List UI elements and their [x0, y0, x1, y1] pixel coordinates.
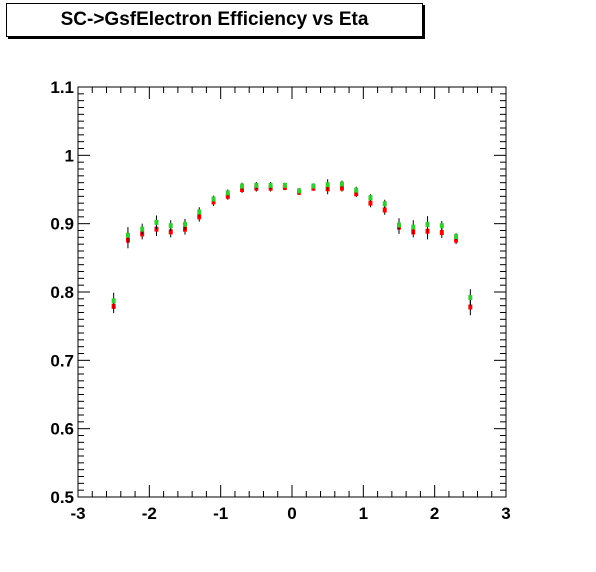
- x-tick-label: 3: [501, 504, 510, 523]
- data-point: [183, 221, 187, 227]
- y-tick-label: 1: [65, 146, 74, 165]
- data-marks: [111, 179, 473, 316]
- data-point: [439, 230, 444, 236]
- y-tick-label: 0.5: [50, 488, 74, 507]
- data-point: [240, 183, 245, 189]
- data-point: [311, 183, 316, 189]
- series-2: [111, 179, 473, 310]
- y-tick-label: 0.6: [50, 420, 74, 439]
- y-tick-label: 0.9: [50, 215, 74, 234]
- data-point: [297, 188, 302, 194]
- axis-tick-labels: -3 -2 -1 0 1 2 3 0.5 0.6 0.7 0.8 0.9 1 1.1: [50, 78, 510, 523]
- data-point: [125, 232, 130, 238]
- data-point: [425, 221, 430, 227]
- data-point: [254, 182, 259, 188]
- data-point: [439, 223, 444, 229]
- x-tick-label: -2: [142, 504, 157, 523]
- data-point: [468, 294, 473, 300]
- data-point: [454, 234, 459, 240]
- data-point: [382, 201, 387, 207]
- data-point: [197, 209, 202, 215]
- data-point: [282, 182, 287, 188]
- axis-ticks: [77, 86, 507, 498]
- x-tick-label: -3: [70, 504, 85, 523]
- data-point: [154, 219, 159, 225]
- data-point: [111, 298, 116, 304]
- data-point: [411, 224, 416, 230]
- data-point: [339, 181, 344, 187]
- data-point: [339, 185, 344, 191]
- x-tick-label: -1: [213, 504, 228, 523]
- data-point: [397, 222, 401, 228]
- data-point: [468, 304, 473, 310]
- data-point: [168, 229, 173, 235]
- data-point: [211, 196, 216, 202]
- data-point: [368, 200, 373, 206]
- data-point: [140, 226, 145, 232]
- data-point: [354, 187, 359, 193]
- data-point: [225, 190, 230, 196]
- series-1: [111, 183, 473, 316]
- chart-title: SC->GsfElectron Efficiency vs Eta: [6, 3, 423, 37]
- x-tick-label: 1: [359, 504, 368, 523]
- x-tick-label: 0: [287, 504, 296, 523]
- data-point: [368, 195, 373, 201]
- data-point: [325, 182, 330, 188]
- data-point: [268, 182, 273, 188]
- x-tick-label: 2: [430, 504, 439, 523]
- y-tick-label: 1.1: [50, 78, 74, 97]
- y-tick-label: 0.7: [50, 351, 74, 370]
- data-point: [382, 207, 387, 213]
- data-point: [168, 223, 173, 229]
- plot-frame: [77, 86, 507, 498]
- y-tick-label: 0.8: [50, 283, 74, 302]
